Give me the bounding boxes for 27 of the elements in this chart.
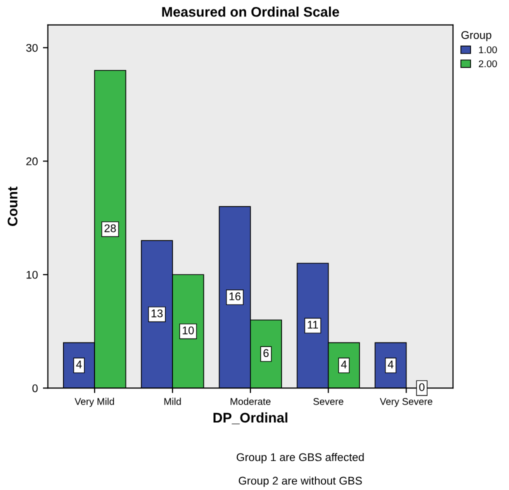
data-label: 13 (152, 309, 163, 318)
data-label: 16 (230, 292, 241, 300)
legend-label: 2.00 (478, 60, 497, 68)
x-tick-label: Moderate (230, 398, 271, 405)
text: Group 1 are GBS affected (236, 452, 364, 464)
data-label: 28 (104, 224, 116, 232)
data-label: 11 (308, 320, 318, 329)
x-tick-label: Mild (164, 398, 181, 405)
x-tick-label: Very Mild (74, 398, 114, 407)
data-label: 6 (263, 349, 269, 358)
y-tick-label: 20 (26, 157, 38, 166)
x-tick-label: Very Severe (380, 398, 432, 407)
y-tick-label: 10 (26, 270, 38, 279)
y-axis-title: Count (8, 186, 18, 226)
chart-title: Measured on Ordinal Scale (162, 6, 340, 17)
y-tick-label: 0 (32, 384, 38, 392)
legend-label: 1.00 (479, 46, 497, 54)
y-tick-label: 30 (26, 44, 38, 52)
data-label: 10 (182, 326, 194, 334)
legend-title: Group (461, 31, 492, 42)
x-axis-title: DP_Ordinal (214, 412, 288, 424)
data-label: 4 (388, 360, 394, 368)
x-tick-label: Severe (313, 398, 344, 405)
data-label: 4 (76, 360, 82, 368)
data-label: 0 (419, 383, 424, 392)
data-label: 4 (341, 360, 347, 368)
text: Group 2 are without GBS (238, 476, 362, 487)
